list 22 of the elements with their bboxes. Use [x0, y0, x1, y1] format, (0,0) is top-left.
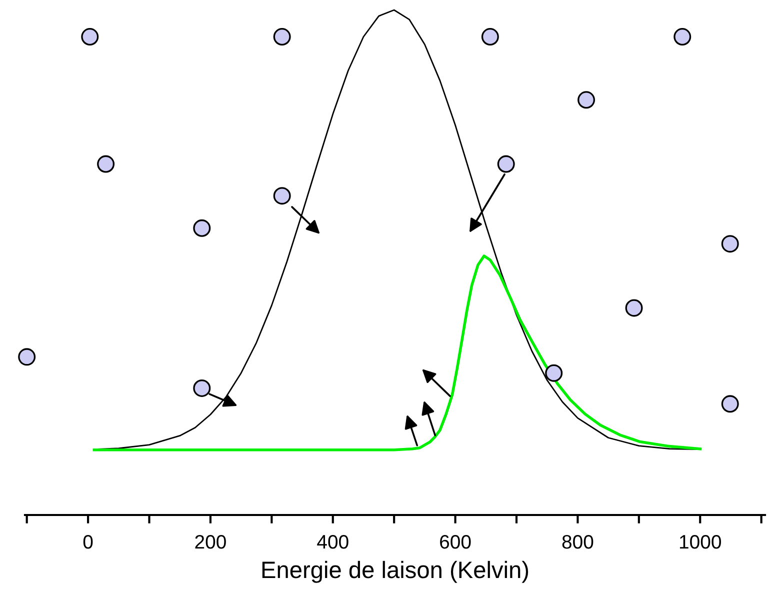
point [721, 235, 739, 253]
x-axis-title: Energie de laison (Kelvin) [262, 560, 528, 583]
x-tick-label: 400 [317, 534, 348, 549]
x-tick-label: 1000 [680, 534, 721, 549]
x-tick-label: 800 [562, 534, 594, 549]
point [497, 155, 515, 173]
x-tick-label: 200 [195, 534, 226, 549]
x-tick-label: 0 [83, 534, 93, 549]
point [81, 28, 99, 46]
point [273, 187, 291, 205]
point [625, 299, 643, 317]
point [545, 364, 563, 382]
point [721, 395, 739, 413]
point [18, 348, 36, 366]
point [674, 28, 692, 46]
x-tick-label: 600 [440, 534, 471, 549]
point [97, 155, 115, 173]
point [481, 28, 499, 46]
point [193, 219, 211, 237]
point [578, 91, 596, 109]
point [193, 379, 211, 397]
point [273, 28, 291, 46]
